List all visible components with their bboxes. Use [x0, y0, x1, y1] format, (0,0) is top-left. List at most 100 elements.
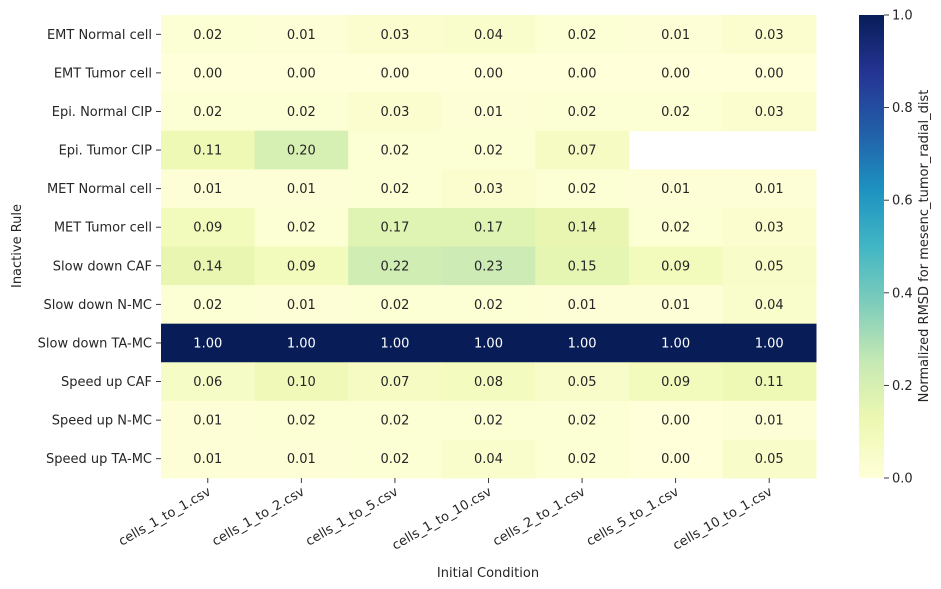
heatmap-cell: [254, 323, 349, 363]
heatmap-cell: [348, 323, 443, 363]
y-tick-label: Speed up N-MC: [52, 414, 152, 429]
heatmap-cell: [628, 400, 723, 440]
heatmap-cell: [254, 53, 349, 93]
colorbar-tick-label: 0.4: [892, 286, 913, 301]
heatmap-cell: [161, 323, 256, 363]
cell-value-label: 0.05: [568, 375, 597, 390]
heatmap-cell: [722, 400, 817, 440]
y-tick-label: Slow down CAF: [53, 259, 152, 274]
heatmap-cell: [348, 15, 443, 55]
heatmap-cell: [161, 246, 256, 286]
cell-value-label: 0.01: [661, 182, 690, 197]
cell-value-label: 0.00: [380, 66, 409, 81]
cell-value-label: 0.09: [287, 259, 316, 274]
cell-value-label: 0.02: [568, 452, 597, 467]
heatmap-cell: [628, 169, 723, 209]
heatmap-cell: [254, 362, 349, 402]
y-tick-label: MET Tumor cell: [54, 221, 152, 236]
cell-value-label: 1.00: [568, 336, 597, 351]
cell-value-label: 0.10: [287, 375, 316, 390]
heatmap-cell: [441, 15, 536, 55]
heatmap-cell: [722, 53, 817, 93]
cell-value-label: 0.08: [474, 375, 503, 390]
cell-value-label: 0.01: [287, 452, 316, 467]
cell-value-label: 0.02: [380, 182, 409, 197]
cell-value-label: 0.02: [661, 105, 690, 120]
cell-value-label: 0.02: [193, 105, 222, 120]
heatmap-cell: [628, 92, 723, 132]
y-tick-label: Speed up CAF: [61, 375, 152, 390]
cell-value-label: 0.09: [661, 375, 690, 390]
heatmap-cell: [722, 15, 817, 55]
heatmap-cells: [161, 15, 817, 479]
cell-value-label: 0.02: [287, 105, 316, 120]
heatmap-cell: [348, 362, 443, 402]
cell-value-label: 0.11: [193, 144, 222, 159]
colorbar-tick-label: 0.2: [892, 379, 913, 394]
heatmap-cell: [161, 53, 256, 93]
heatmap-cell: [161, 362, 256, 402]
x-tick-label: cells_1_to_1.csv: [116, 484, 214, 549]
x-axis-ticks: cells_1_to_1.csvcells_1_to_2.csvcells_1_…: [116, 478, 775, 554]
heatmap-cell: [441, 323, 536, 363]
cell-value-label: 0.01: [287, 182, 316, 197]
cell-value-label: 1.00: [661, 336, 690, 351]
x-tick-label: cells_10_to_1.csv: [670, 484, 775, 553]
heatmap-cell: [628, 439, 723, 479]
heatmap-cell: [161, 15, 256, 55]
heatmap-cell: [535, 92, 630, 132]
cell-value-label: 0.17: [380, 221, 409, 236]
heatmap-cell: [441, 130, 536, 170]
heatmap-cell: [628, 285, 723, 325]
colorbar-label: Normalized RMSD for mesenc_tumor_radial_…: [917, 90, 932, 403]
heatmap-cell: [161, 130, 256, 170]
cell-value-label: 0.01: [193, 452, 222, 467]
cell-value-label: 0.06: [193, 375, 222, 390]
heatmap-cell: [535, 400, 630, 440]
heatmap-cell: [348, 53, 443, 93]
cell-value-label: 0.17: [474, 221, 503, 236]
cell-value-label: 0.02: [380, 298, 409, 313]
cell-value-label: 0.01: [287, 298, 316, 313]
heatmap-cell-labels: 0.02 0.01 0.03 0.04 0.02 0.01 0.03 0.00 0.00 0.00…: [193, 28, 783, 467]
cell-value-label: 1.00: [755, 336, 784, 351]
cell-value-label: 0.09: [661, 259, 690, 274]
heatmap-cell: [628, 362, 723, 402]
heatmap-cell: [441, 439, 536, 479]
heatmap-cell: [161, 92, 256, 132]
heatmap-cell: [161, 285, 256, 325]
heatmap-cell: [254, 285, 349, 325]
colorbar-tick-label: 0.6: [892, 194, 913, 209]
heatmap-cell: [535, 285, 630, 325]
cell-value-label: 0.02: [287, 414, 316, 429]
heatmap-cell: [535, 53, 630, 93]
cell-value-label: 0.03: [474, 182, 503, 197]
heatmap-cell: [254, 15, 349, 55]
heatmap-cell: [348, 130, 443, 170]
cell-value-label: 0.02: [287, 221, 316, 236]
cell-value-label: 0.14: [568, 221, 597, 236]
cell-value-label: 1.00: [193, 336, 222, 351]
cell-value-label: 0.01: [193, 414, 222, 429]
cell-value-label: 0.02: [568, 28, 597, 43]
heatmap-cell: [535, 169, 630, 209]
cell-value-label: 0.22: [380, 259, 409, 274]
heatmap-cell: [441, 92, 536, 132]
heatmap-cell: [628, 53, 723, 93]
heatmap-cell: [254, 207, 349, 247]
cell-value-label: 0.03: [380, 28, 409, 43]
colorbar-ticks: 0.0 0.2 0.4 0.6 0.8 1.0: [884, 9, 913, 487]
heatmap-cell: [254, 130, 349, 170]
heatmap-cell: [535, 439, 630, 479]
cell-value-label: 1.00: [380, 336, 409, 351]
cell-value-label: 0.04: [755, 298, 784, 313]
cell-value-label: 0.14: [193, 259, 222, 274]
heatmap-cell: [535, 207, 630, 247]
cell-value-label: 0.01: [474, 105, 503, 120]
heatmap-cell: [161, 439, 256, 479]
heatmap-cell: [348, 285, 443, 325]
heatmap-cell: [628, 207, 723, 247]
heatmap-cell: [628, 15, 723, 55]
heatmap-cell: [254, 169, 349, 209]
